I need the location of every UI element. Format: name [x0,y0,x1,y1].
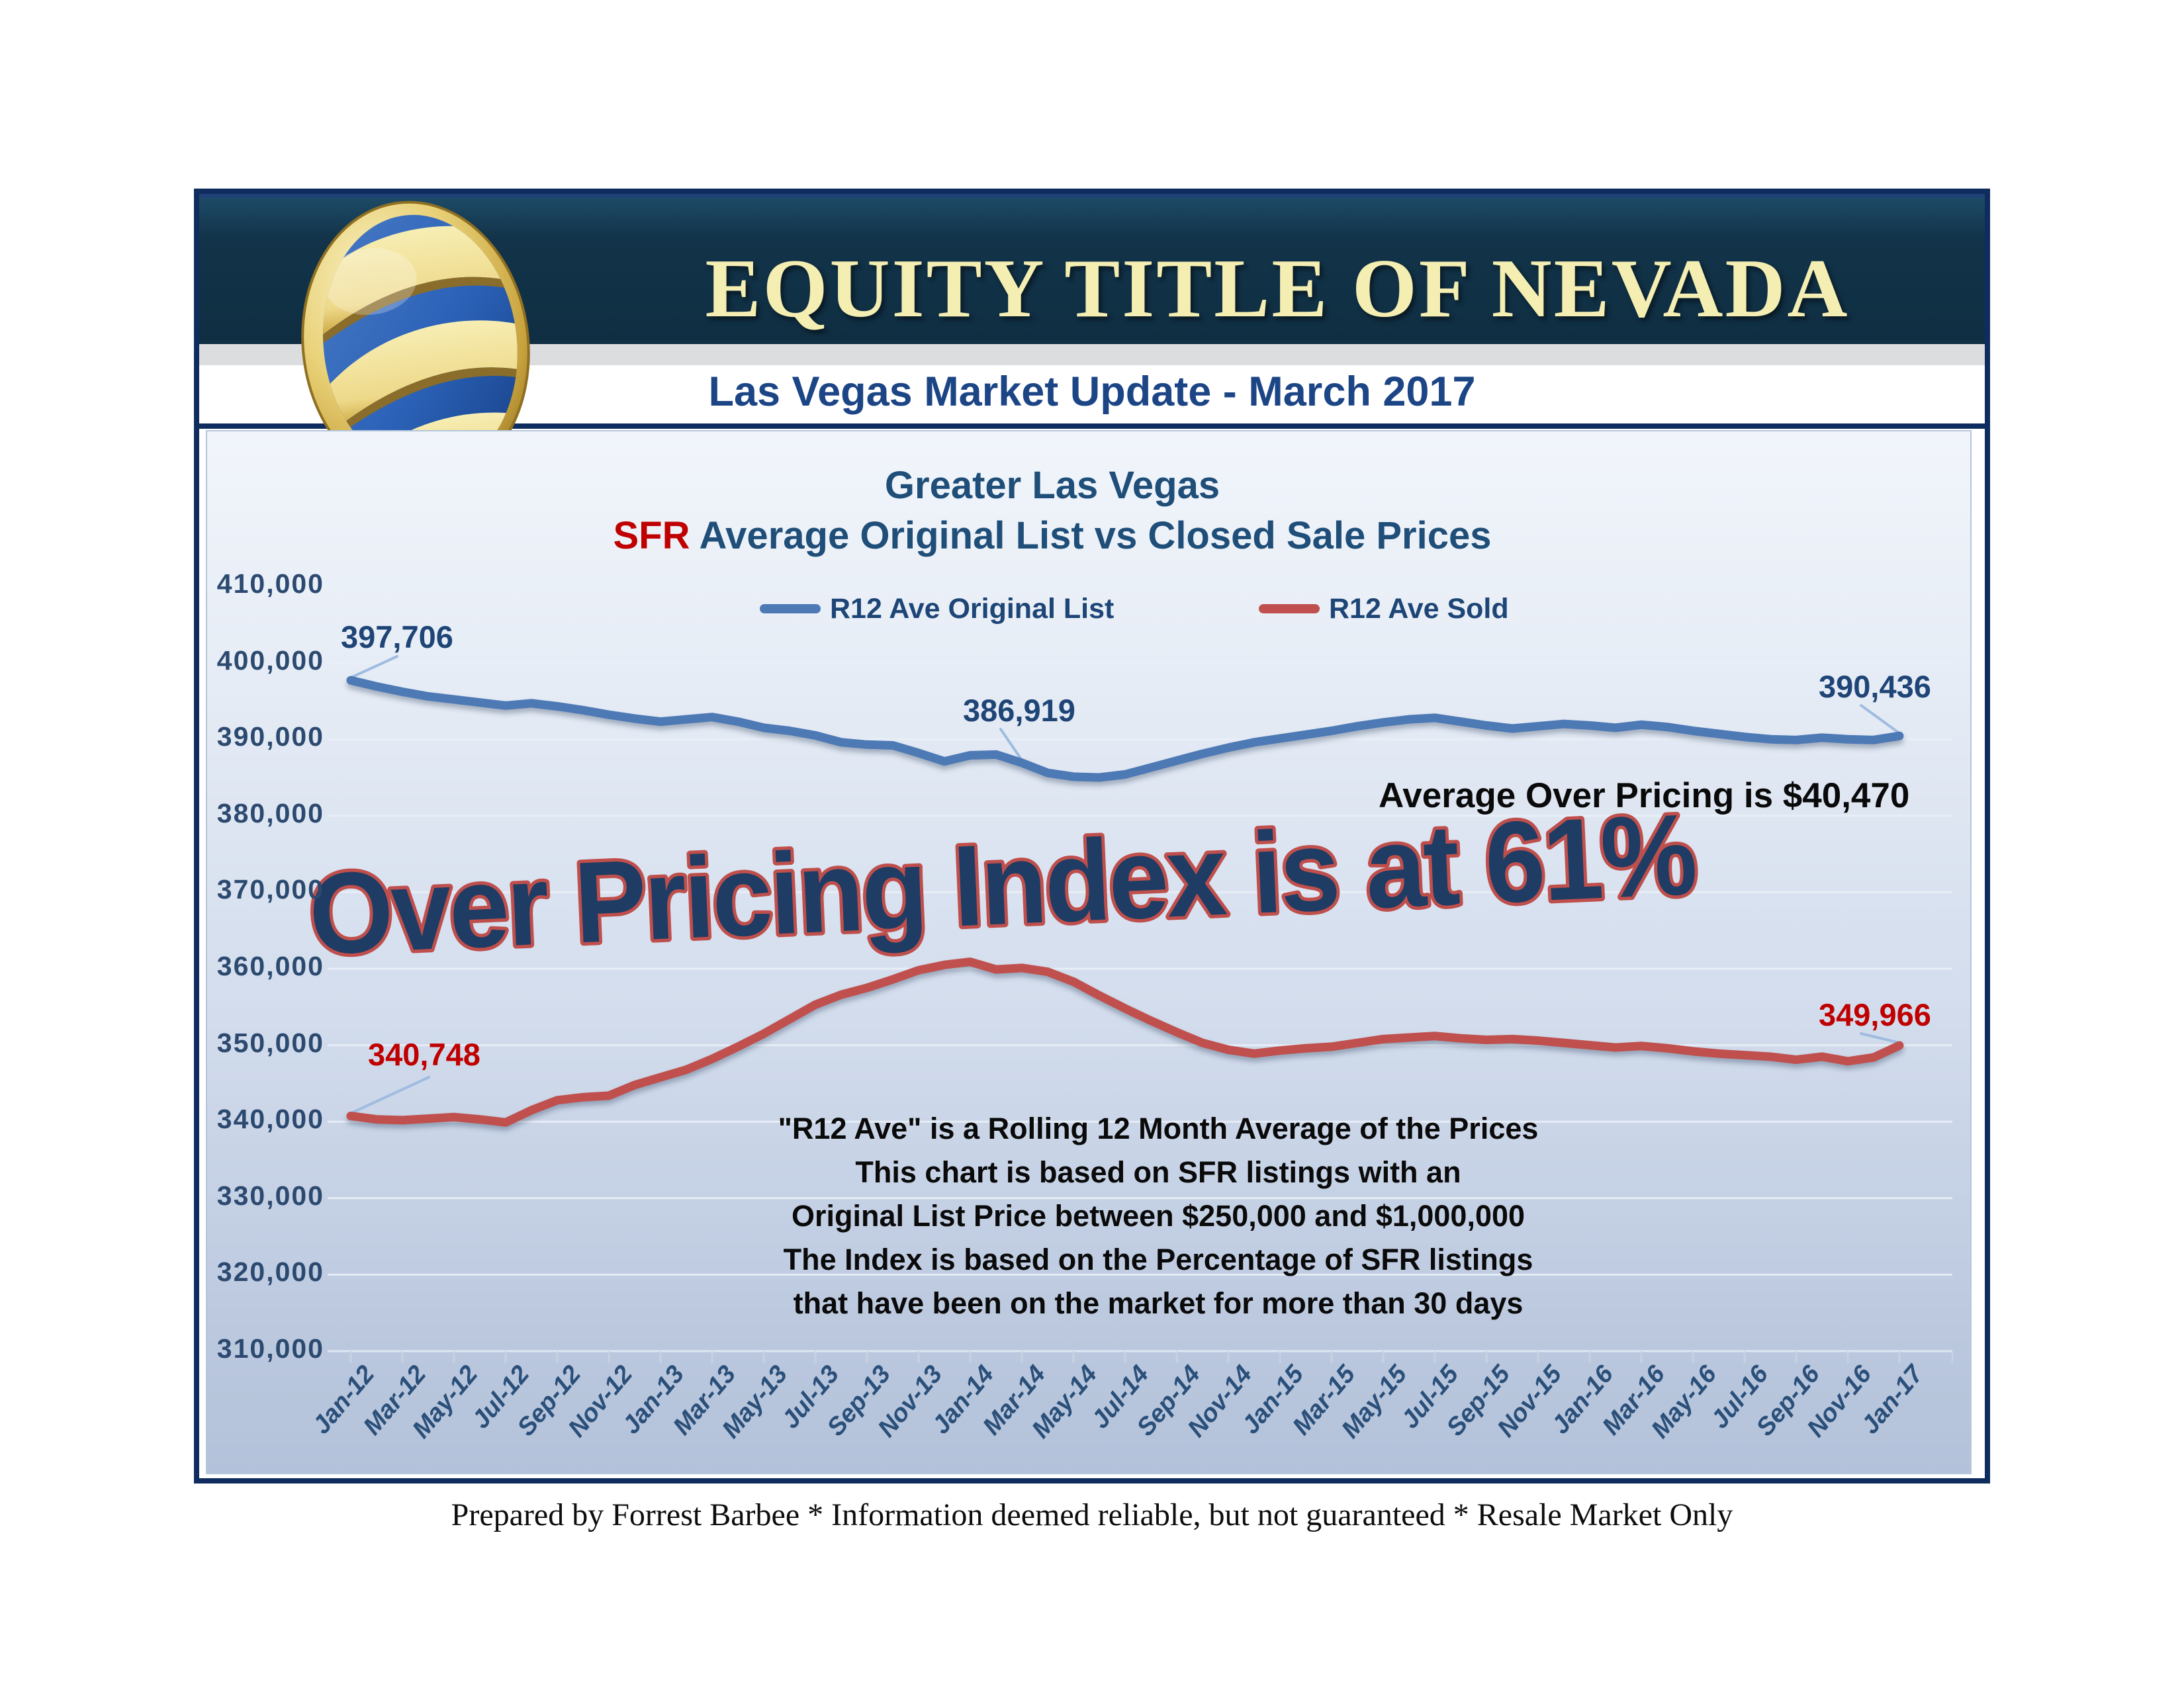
y-tick-label: 410,000 [216,568,324,599]
legend-item-original-list: R12 Ave Original List [760,591,1114,627]
point-label-list-end: 390,436 [1819,669,1931,704]
y-tick-label: 340,000 [216,1104,324,1135]
company-title: EQUITY TITLE OF NEVADA [705,243,1850,335]
point-label-list-mid: 386,919 [963,693,1075,728]
callout-leader-line [999,728,1023,762]
legend-label-original-list: R12 Ave Original List [830,592,1115,625]
y-tick-label: 400,000 [216,644,324,676]
callout-leader-line [349,1076,430,1115]
footnote-line: Original List Price between $250,000 and… [791,1199,1525,1233]
y-tick-label: 310,000 [216,1333,324,1364]
callout-leader-line [1860,1032,1901,1044]
chart-panel [206,430,1972,1474]
report-subtitle: Las Vegas Market Update - March 2017 [708,369,1476,415]
y-tick-label: 370,000 [216,874,324,905]
point-label-sold-end: 349,966 [1819,997,1931,1032]
y-tick-label: 380,000 [216,797,324,828]
chart-footnotes: "R12 Ave" is a Rolling 12 Month Average … [331,1107,1985,1325]
series-line-sold [346,957,1904,1127]
callout-leader-line [349,655,398,680]
legend-swatch-original-list [760,604,821,613]
legend-item-sold: R12 Ave Sold [1259,591,1509,627]
chart-title-line1: Greater Las Vegas [884,464,1220,507]
y-tick-label: 320,000 [216,1257,324,1288]
callout-leader-line [1860,704,1901,735]
header-divider [199,423,1985,429]
point-label-list-start: 397,706 [341,619,453,654]
chart-title-rest: Average Original List vs Closed Sale Pri… [690,514,1492,557]
footnote-line: The Index is based on the Percentage of … [783,1243,1533,1276]
legend-swatch-sold [1259,604,1320,613]
point-label-sold-start: 340,748 [368,1037,480,1072]
chart-title-line2: SFR Average Original List vs Closed Sale… [172,513,1933,558]
footnote-line: "R12 Ave" is a Rolling 12 Month Average … [778,1112,1539,1145]
y-tick-label: 360,000 [216,951,324,981]
legend-label-sold: R12 Ave Sold [1329,592,1509,625]
y-tick-label: 330,000 [216,1180,324,1211]
y-tick-label: 390,000 [216,721,324,752]
footnote-line: that have been on the market for more th… [793,1286,1524,1320]
footer-credit: Prepared by Forrest Barbee * Information… [451,1497,1733,1532]
y-tick-label: 350,000 [216,1027,324,1058]
chart-title-sfr: SFR [613,514,690,557]
series-line-original-list [346,676,1904,782]
average-over-pricing-note: Average Over Pricing is $40,470 [1379,776,1910,815]
footnote-line: This chart is based on SFR listings with… [855,1155,1461,1189]
